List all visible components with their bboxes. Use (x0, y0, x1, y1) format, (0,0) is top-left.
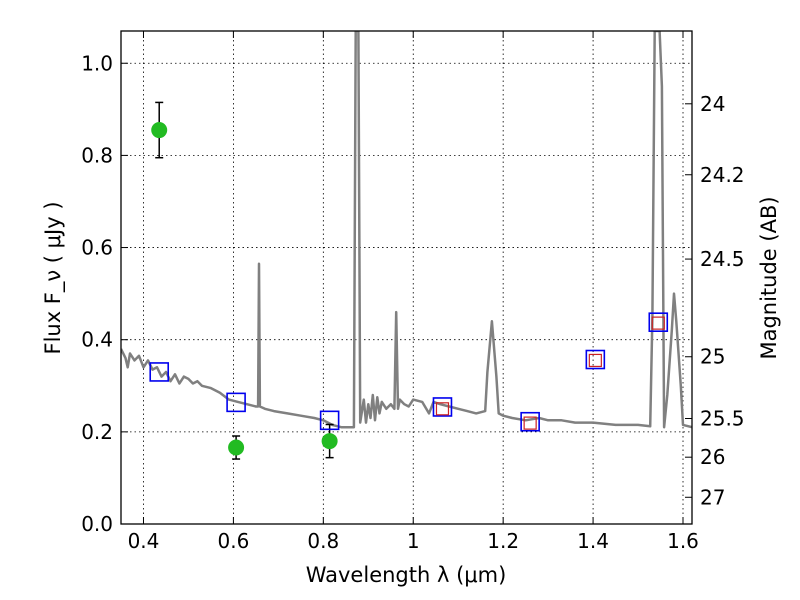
x-tick-label: 0.4 (128, 529, 160, 553)
grid-lines (121, 31, 692, 525)
y-tick-label: 0.4 (81, 328, 113, 352)
right-axis-label: Magnitude (AB) (757, 196, 781, 359)
x-tick-label: 1.4 (577, 529, 609, 553)
model-flux-square (648, 312, 669, 332)
model-flux-square (319, 410, 340, 431)
model-flux-square-small (651, 316, 665, 330)
right-tick-label: 24 (700, 92, 725, 116)
y-tick-label: 1.0 (81, 51, 113, 75)
y-tick-label: 0.8 (81, 143, 113, 167)
observed-flux-point (151, 122, 168, 139)
y-tick-label: 0.0 (81, 512, 113, 536)
model-flux-square-small (588, 353, 602, 368)
y-axis-ticks: 0.0 0.2 0.4 0.6 0.8 1.0 (81, 51, 128, 536)
model-flux-square (149, 362, 170, 382)
x-tick-label: 0.6 (217, 529, 249, 553)
right-tick-label: 26 (700, 445, 725, 469)
x-tick-label: 1 (407, 529, 420, 553)
model-flux-square (226, 392, 246, 413)
model-flux-square (585, 349, 606, 370)
model-flux-square (520, 411, 540, 432)
right-tick-label: 24.2 (700, 163, 745, 187)
right-tick-label: 25 (700, 345, 725, 369)
x-tick-label: 1.6 (667, 529, 699, 553)
y-tick-label: 0.2 (81, 420, 113, 444)
photometry-points-group (149, 101, 669, 460)
right-axis-ticks: 24 24.2 24.5 25 25.5 26 27 (685, 92, 745, 509)
observed-flux-point (321, 433, 338, 450)
model-flux-square (432, 397, 453, 417)
y-axis-label: Flux F_ν ( μJy ) (41, 201, 66, 354)
right-tick-label: 24.5 (700, 247, 745, 271)
observed-flux-point (228, 439, 245, 456)
x-tick-label: 0.8 (307, 529, 339, 553)
right-tick-label: 27 (700, 485, 725, 509)
y-tick-label: 0.6 (81, 236, 113, 260)
x-tick-label: 1.2 (487, 529, 519, 553)
right-tick-label: 25.5 (700, 406, 745, 430)
model-spectrum-group (121, 31, 692, 429)
plot-frame (120, 30, 693, 525)
x-axis-label: Wavelength λ (μm) (306, 563, 507, 587)
x-axis-ticks: 0.4 0.6 0.8 1 1.2 1.4 1.6 (128, 31, 699, 553)
model-flux-square-small (435, 402, 450, 416)
model-flux-square-small (523, 416, 537, 430)
model-spectrum-line (121, 31, 692, 429)
